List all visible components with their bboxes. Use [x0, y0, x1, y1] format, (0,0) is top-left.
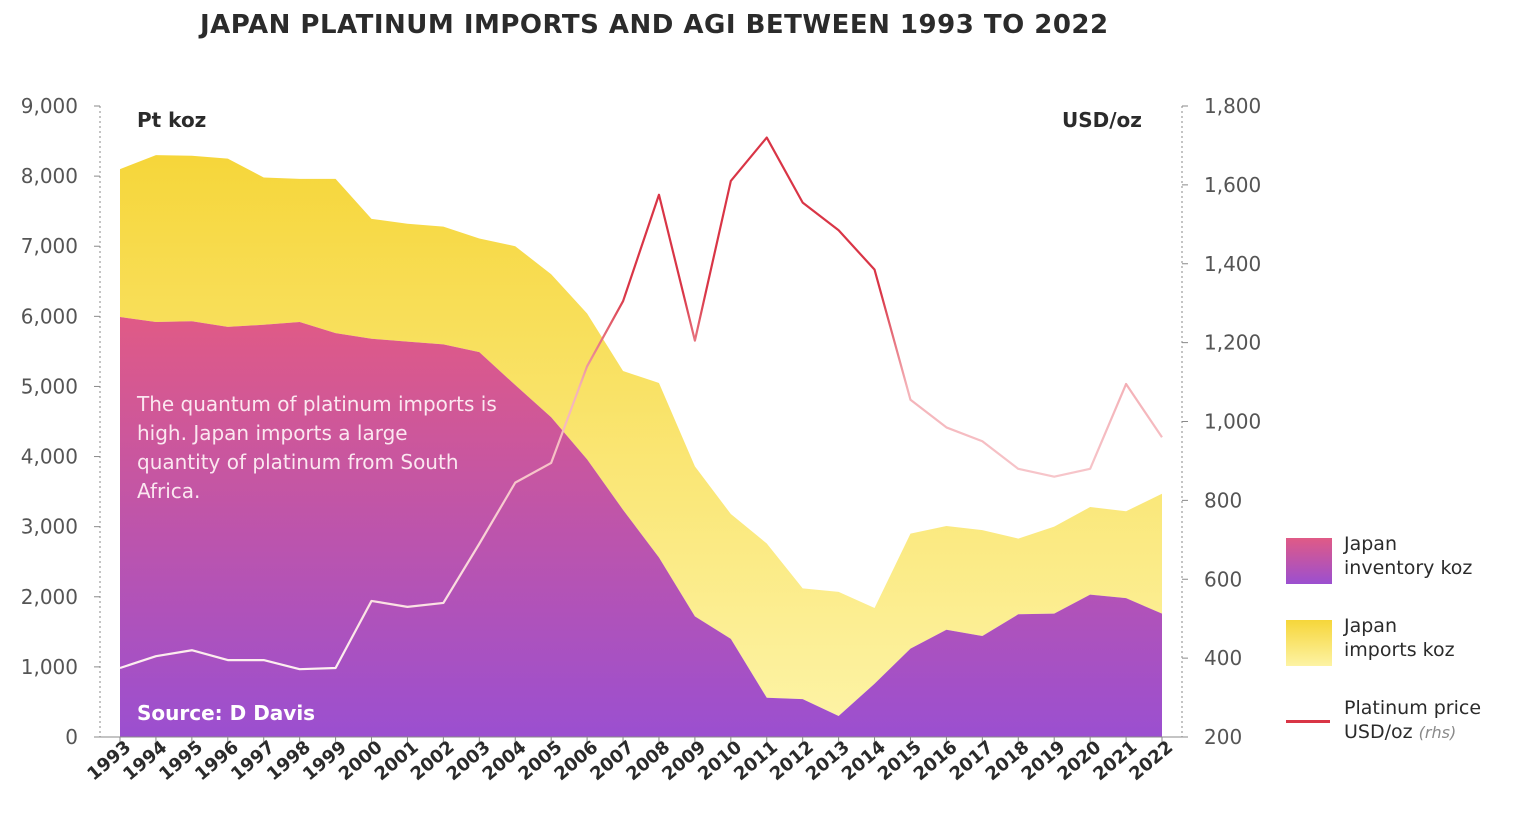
legend-label-imports-line1: Japan — [1344, 615, 1397, 637]
right-tick-label: 200 — [1204, 725, 1242, 749]
legend-label-price-line1: Platinum price — [1344, 697, 1482, 719]
left-tick-label: 4,000 — [21, 445, 78, 469]
left-tick-label: 1,000 — [21, 655, 78, 679]
chart-title: JAPAN PLATINUM IMPORTS AND AGI BETWEEN 1… — [200, 10, 1109, 40]
left-tick-label: 6,000 — [21, 304, 78, 328]
left-tick-label: 0 — [65, 725, 78, 749]
left-tick-label: 5,000 — [21, 374, 78, 398]
right-tick-label: 1,400 — [1204, 252, 1261, 276]
legend-swatch-imports — [1286, 620, 1332, 666]
legend-label-inventory-line2: inventory koz — [1344, 557, 1473, 579]
inventory-area — [120, 317, 1162, 737]
left-axis-unit: Pt koz — [137, 108, 207, 132]
right-tick-label: 400 — [1204, 646, 1242, 670]
right-tick-label: 1,000 — [1204, 410, 1261, 434]
left-tick-label: 3,000 — [21, 515, 78, 539]
legend-label-price-unit: USD/oz — [1344, 721, 1413, 743]
left-tick-label: 2,000 — [21, 585, 78, 609]
left-tick-label: 8,000 — [21, 164, 78, 188]
right-tick-label: 1,600 — [1204, 173, 1261, 197]
source-note: Source: D Davis — [137, 701, 316, 725]
legend-label-imports: Japan imports koz — [1344, 614, 1534, 662]
imports-area — [120, 155, 1162, 716]
left-tick-label: 7,000 — [21, 234, 78, 258]
right-tick-label: 600 — [1204, 567, 1242, 591]
legend-swatch-price — [1286, 720, 1330, 723]
legend-label-price-rhs: (rhs) — [1418, 723, 1457, 742]
legend-label-inventory-line1: Japan — [1344, 533, 1397, 555]
legend-swatch-inventory — [1286, 538, 1332, 584]
right-axis-unit: USD/oz — [1062, 108, 1142, 132]
left-tick-label: 9,000 — [21, 94, 78, 118]
line-layer — [119, 136, 1163, 671]
right-tick-label: 800 — [1204, 488, 1242, 512]
price-line — [119, 136, 1163, 671]
right-tick-label: 1,200 — [1204, 331, 1261, 355]
legend-label-imports-line2: imports koz — [1344, 639, 1455, 661]
legend-label-inventory: Japan inventory koz — [1344, 532, 1534, 580]
areas-layer — [120, 155, 1162, 737]
chart-annotation: The quantum of platinum imports is high.… — [137, 392, 497, 503]
right-tick-label: 1,800 — [1204, 94, 1261, 118]
legend-label-price-line2: USD/oz (rhs) — [1344, 720, 1534, 745]
legend-label-price: Platinum price USD/oz (rhs) — [1344, 696, 1534, 745]
